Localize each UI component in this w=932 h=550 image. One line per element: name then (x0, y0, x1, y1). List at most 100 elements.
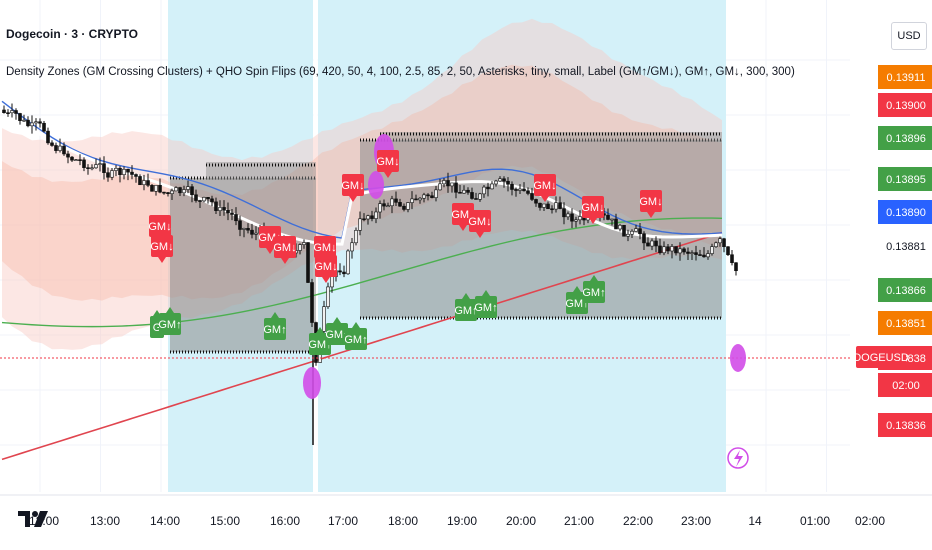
candle-body (670, 246, 674, 252)
time-axis-label: 22:00 (623, 514, 653, 528)
price-axis-label-bg (878, 373, 932, 397)
signal-box (326, 323, 348, 345)
indicator-title[interactable]: Density Zones (GM Crossing Clusters) + Q… (6, 66, 795, 78)
candle-body (638, 228, 642, 235)
signal-text: GM↓ (533, 180, 556, 192)
candle-body (614, 218, 618, 230)
signal-text: GM↑ (565, 298, 588, 310)
candle-body (306, 242, 310, 283)
candle-body (714, 242, 718, 247)
signal-box (149, 215, 171, 237)
candle-body (210, 198, 214, 203)
candle-body (530, 193, 534, 200)
price-axis-label-text: 0.13890 (886, 207, 926, 219)
time-axis-label: 14 (748, 514, 762, 528)
candle-body (186, 186, 190, 190)
signal-box (469, 210, 491, 232)
signal-box (377, 150, 399, 172)
signal-box (274, 236, 296, 258)
candle-body (118, 167, 122, 175)
candle-body (718, 238, 722, 244)
candle-body (242, 228, 246, 230)
candle-body (246, 228, 250, 231)
time-axis-label: 17:00 (328, 514, 358, 528)
signal-pointer (384, 172, 392, 178)
price-axis-label-bg (878, 65, 932, 89)
candle-body (482, 186, 486, 195)
candle-body (310, 282, 314, 323)
price-axis-label-text: 0.13836 (886, 420, 926, 432)
candle-body (174, 187, 178, 192)
candle-body (558, 202, 562, 209)
symbol-label: DOGEUSD (853, 346, 909, 368)
candle-body (350, 242, 354, 252)
candle-body (30, 122, 34, 127)
signal-pointer (589, 218, 597, 224)
signal-pointer (153, 310, 161, 316)
signal-pointer (166, 307, 174, 313)
candle-body (442, 180, 446, 185)
candle-body (382, 203, 386, 207)
lightning-icon-glyph (734, 450, 743, 467)
candle-body (506, 180, 510, 185)
price-axis-label: 0.13866 (878, 278, 932, 302)
candle-body (206, 197, 210, 200)
signal-pointer (647, 212, 655, 218)
symbol-label-bg (856, 346, 906, 368)
candle-body (722, 238, 726, 248)
candle-body (538, 202, 542, 208)
price-axis-label: 02:00 (878, 373, 932, 397)
candle-body (42, 122, 46, 132)
time-axis-label: 23:00 (681, 514, 711, 528)
price-axis-label: 0.13896 (878, 126, 932, 150)
signal-box (159, 313, 181, 335)
time-axis-label: 01:00 (800, 514, 830, 528)
time-axis-label: 15:00 (210, 514, 240, 528)
candle-body (106, 172, 110, 178)
candle-body (130, 171, 134, 175)
time-axis (0, 495, 932, 550)
signal-pointer (590, 275, 598, 281)
time-axis-label: 18:00 (388, 514, 418, 528)
candle-body (62, 145, 66, 155)
candle-body (502, 178, 506, 182)
candle-body (122, 168, 126, 175)
candle-body (434, 189, 438, 198)
signal-box (582, 196, 604, 218)
candle-body (330, 276, 334, 288)
candle-body (662, 246, 666, 254)
candle-body (134, 174, 138, 177)
buy-signal-label: GM↑ (565, 286, 589, 314)
candle-body (362, 218, 366, 221)
signal-text: GM↑ (454, 305, 477, 317)
candle-body (114, 167, 118, 171)
buy-signal-label: GM↑ (158, 307, 182, 335)
price-axis-label-text: 0.13881 (886, 241, 926, 253)
signal-pointer (541, 196, 549, 202)
sell-signal-label: GM↓ (468, 210, 492, 238)
symbol-title[interactable]: Dogecoin · 3 · CRYPTO (6, 27, 139, 41)
candle-body (170, 190, 174, 194)
buy-signal-label: GM↑ (582, 275, 606, 303)
sell-signal-label: GM↓ (150, 235, 174, 263)
candle-body (474, 198, 478, 200)
candle-body (82, 159, 86, 168)
sell-signal-label: GM↓ (376, 150, 400, 178)
candle-body (626, 233, 630, 237)
candle-body (446, 180, 450, 187)
sell-signal-label: GM↓ (581, 196, 605, 224)
signal-pointer (281, 258, 289, 264)
currency-button[interactable]: USD (891, 22, 927, 50)
candle-body (322, 306, 326, 332)
signal-text: GM↑ (158, 319, 181, 331)
signal-box (534, 174, 556, 196)
candle-body (302, 242, 306, 245)
candle-body (666, 246, 670, 252)
buy-signal-label: GM↑ (454, 293, 478, 321)
time-axis-label: 13:00 (90, 514, 120, 528)
sell-signal-label: GM↓ (533, 174, 557, 202)
price-axis-label-bg (878, 278, 932, 302)
price-axis-label-text: 02:00 (892, 380, 920, 392)
